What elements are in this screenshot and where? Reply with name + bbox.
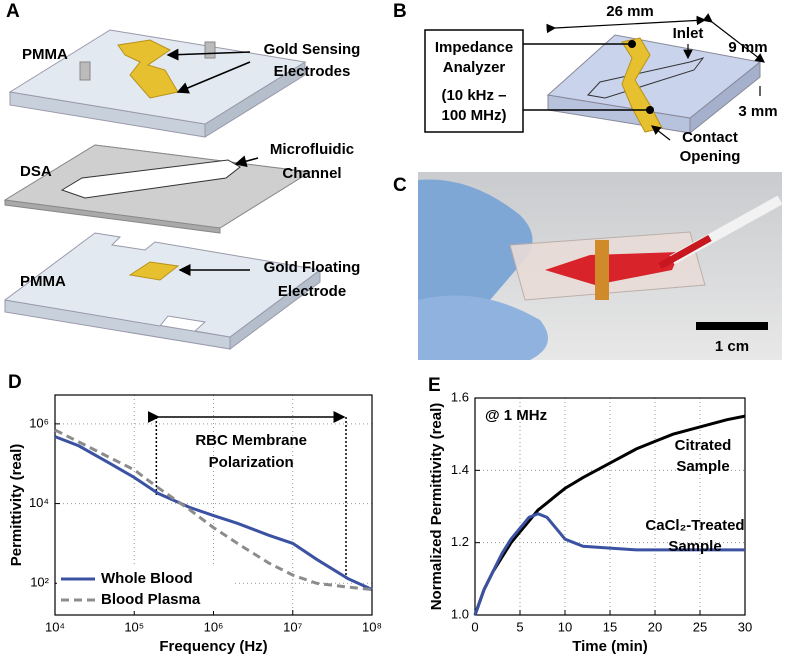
label: 1 cm (715, 338, 749, 355)
arrow (234, 155, 259, 168)
annotation: @ 1 MHz (485, 407, 547, 424)
label: 3 mm (738, 103, 777, 120)
x-tick-label: 30 (738, 619, 752, 634)
glove (418, 295, 548, 360)
plot-frame (474, 397, 746, 616)
plot-frame (54, 394, 373, 616)
post (204, 41, 216, 59)
series-line (473, 512, 745, 616)
series-line (54, 428, 373, 591)
x-tick-label: 15 (603, 619, 617, 634)
label: Gold Sensing (264, 41, 361, 58)
label: Microfluidic (270, 141, 354, 158)
label: 100 MHz) (441, 107, 506, 124)
y-axis-title: Permittivity (real) (8, 444, 25, 567)
arrow (651, 125, 671, 141)
arrow (166, 48, 251, 61)
scale-bar (696, 322, 768, 330)
x-tick-label: 10⁸ (362, 619, 382, 634)
contact-dot (628, 40, 636, 48)
series-line (54, 435, 373, 591)
label: Impedance (435, 39, 513, 56)
pmma-bottom (3, 232, 322, 338)
y-tick-label: 10² (30, 575, 49, 590)
label: Opening (680, 148, 741, 165)
label: PMMA (20, 273, 66, 290)
panel-label: D (8, 372, 22, 393)
blood-channel (545, 252, 680, 285)
y-tick-label: 1.6 (451, 389, 469, 404)
x-tick-label: 10⁴ (45, 619, 65, 634)
x-axis-title: Time (min) (572, 638, 648, 655)
y-tick-label: 1.0 (451, 606, 469, 621)
post (79, 61, 91, 81)
label: DSA (20, 163, 52, 180)
x-tick-label: 5 (516, 619, 523, 634)
annotation: Polarization (209, 454, 294, 471)
label: (10 kHz – (441, 87, 506, 104)
label: 9 mm (728, 39, 767, 56)
label: Analyzer (443, 59, 506, 76)
panel-label: B (393, 1, 407, 22)
label: PMMA (22, 46, 68, 63)
legend-label: Blood Plasma (101, 591, 201, 608)
label: 26 mm (606, 3, 654, 20)
label: Gold Floating (264, 259, 361, 276)
label: Electrodes (274, 63, 351, 80)
electrodes (621, 37, 663, 133)
x-tick-label: 25 (693, 619, 707, 634)
legend-box (57, 567, 235, 611)
panel-b: B Impedance Analyzer (10 kHz – 100 MHz) … (393, 1, 778, 165)
dimension (546, 15, 707, 34)
x-axis-title: Frequency (Hz) (159, 638, 267, 655)
annotation: RBC Membrane (195, 432, 307, 449)
y-tick-label: 1.2 (451, 534, 469, 549)
floating-electrode (128, 261, 180, 281)
dimension (702, 13, 765, 63)
analyzer-box (424, 29, 524, 133)
x-tick-label: 10⁶ (204, 619, 224, 634)
label: Inlet (673, 25, 704, 42)
x-tick-label: 10⁵ (124, 619, 144, 634)
panel-c: C 1 cm (393, 172, 783, 360)
label: Contact (682, 129, 738, 146)
label: Electrode (278, 283, 346, 300)
panel-a: A PMMA Gold Sensing Electrodes DSA Micro… (3, 1, 361, 350)
arrow (176, 61, 251, 94)
y-tick-label: 10⁴ (29, 495, 49, 510)
y-axis-title: Normalized Permittivity (real) (428, 403, 445, 611)
x-tick-label: 10⁷ (283, 619, 302, 634)
contact-dot (646, 106, 654, 114)
pipette-tip (658, 234, 712, 270)
legend-label: Whole Blood (101, 570, 193, 587)
series-line (473, 414, 746, 616)
panel-label: C (393, 175, 407, 196)
y-tick-label: 10⁶ (29, 415, 49, 430)
panel-label: A (6, 1, 20, 22)
series-label: Citrated Sample (675, 437, 732, 475)
label: Channel (282, 165, 341, 182)
electrode (595, 240, 609, 300)
x-tick-label: 10 (558, 619, 572, 634)
y-tick-label: 1.4 (451, 462, 469, 477)
series-label: CaCl₂-Treated Sample (645, 517, 744, 555)
x-tick-label: 20 (648, 619, 662, 634)
panel-label: E (428, 375, 441, 396)
x-tick-label: 0 (471, 619, 478, 634)
